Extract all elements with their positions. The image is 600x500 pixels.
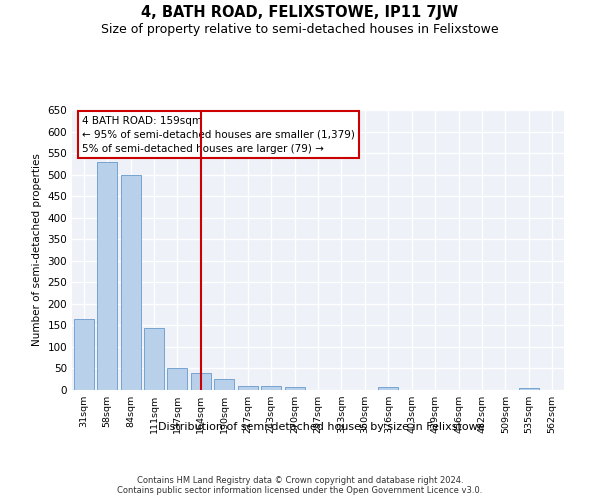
Text: Contains HM Land Registry data © Crown copyright and database right 2024.
Contai: Contains HM Land Registry data © Crown c… <box>118 476 482 495</box>
Bar <box>121 174 140 390</box>
Bar <box>261 386 281 390</box>
Bar <box>379 388 398 390</box>
Bar <box>284 387 305 390</box>
Text: 4 BATH ROAD: 159sqm
← 95% of semi-detached houses are smaller (1,379)
5% of semi: 4 BATH ROAD: 159sqm ← 95% of semi-detach… <box>82 116 355 154</box>
Text: Distribution of semi-detached houses by size in Felixstowe: Distribution of semi-detached houses by … <box>158 422 484 432</box>
Bar <box>519 388 539 390</box>
Bar <box>74 319 94 390</box>
Bar <box>191 373 211 390</box>
Bar <box>167 368 187 390</box>
Text: 4, BATH ROAD, FELIXSTOWE, IP11 7JW: 4, BATH ROAD, FELIXSTOWE, IP11 7JW <box>142 5 458 20</box>
Bar <box>144 328 164 390</box>
Y-axis label: Number of semi-detached properties: Number of semi-detached properties <box>32 154 42 346</box>
Bar <box>214 379 234 390</box>
Bar <box>97 162 117 390</box>
Bar <box>238 386 257 390</box>
Text: Size of property relative to semi-detached houses in Felixstowe: Size of property relative to semi-detach… <box>101 22 499 36</box>
